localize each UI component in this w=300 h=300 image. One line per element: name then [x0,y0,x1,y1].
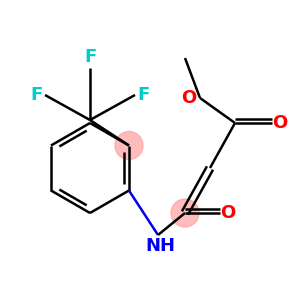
Text: F: F [137,86,149,104]
Text: NH: NH [145,237,175,255]
Text: O: O [181,89,196,107]
Circle shape [115,131,143,160]
Circle shape [171,199,199,227]
Text: O: O [272,114,288,132]
Text: F: F [31,86,43,104]
Text: F: F [84,48,96,66]
Text: O: O [220,204,236,222]
